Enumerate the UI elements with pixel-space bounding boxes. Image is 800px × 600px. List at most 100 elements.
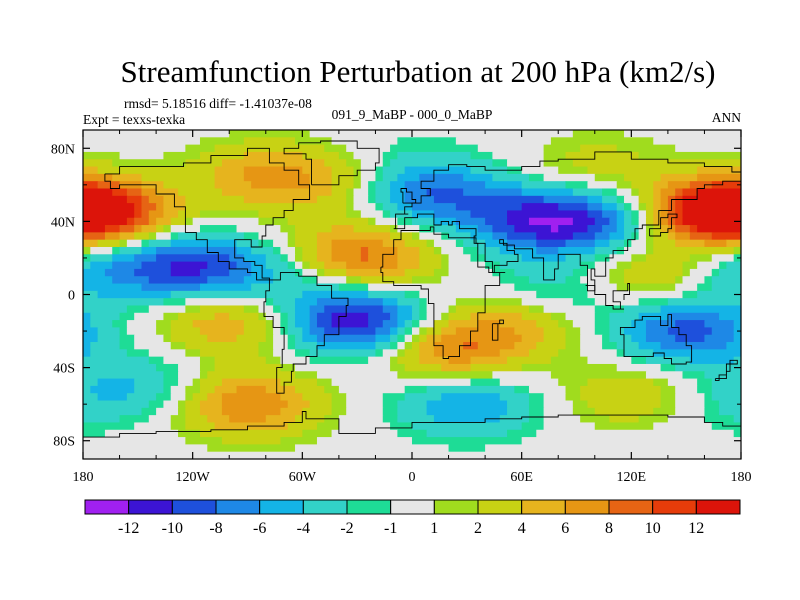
field-cell: [528, 217, 574, 226]
field-cell: [302, 327, 311, 336]
colorbar-label: 12: [688, 520, 704, 537]
field-cell: [295, 320, 311, 328]
field-cell: [477, 342, 515, 350]
field-cell: [170, 232, 179, 241]
field-cell: [565, 181, 589, 190]
field-cell: [572, 188, 603, 197]
field-cell: [236, 385, 267, 394]
field-cell: [163, 225, 172, 233]
field-cell: [280, 437, 318, 445]
field-cell: [368, 188, 377, 197]
field-cell: [587, 181, 618, 190]
field-cell: [711, 268, 720, 277]
field-cell: [83, 276, 113, 285]
field-cell: [412, 305, 420, 314]
field-cell: [660, 393, 676, 402]
field-cell: [331, 393, 347, 402]
field-cell: [653, 422, 713, 431]
field-cell: [265, 261, 289, 270]
field-cell: [83, 144, 186, 153]
field-cell: [287, 327, 303, 336]
field-cell: [682, 195, 741, 204]
field-cell: [697, 385, 713, 394]
field-cell: [514, 225, 552, 233]
field-cell: [631, 181, 654, 190]
coastline: [714, 359, 738, 381]
field-cell: [390, 327, 398, 336]
field-cell: [324, 261, 347, 270]
field-cell: [675, 385, 698, 394]
field-cell: [163, 400, 179, 409]
field-cell: [572, 407, 596, 416]
x-tick-label: 120E: [617, 470, 647, 485]
colorbar-label: 10: [645, 520, 661, 537]
field-cell: [199, 400, 223, 409]
field-cell: [390, 144, 479, 153]
field-cell: [302, 151, 340, 160]
field-cell: [609, 276, 625, 285]
field-cell: [214, 181, 252, 190]
field-cell: [331, 312, 369, 321]
field-cell: [83, 290, 99, 299]
field-cell: [338, 415, 384, 424]
field-cell: [616, 195, 625, 204]
field-cell: [156, 246, 238, 255]
field-cell: [726, 239, 741, 248]
field-cell: [331, 320, 369, 328]
field-cell: [470, 312, 523, 321]
field-cell: [390, 159, 494, 168]
field-cell: [638, 210, 647, 219]
field-cell: [302, 276, 318, 285]
field-cell: [163, 334, 172, 343]
field-cell: [134, 334, 165, 343]
field-cell: [616, 181, 632, 190]
field-cell: [295, 349, 311, 358]
field-cell: [470, 210, 508, 219]
field-cell: [368, 312, 391, 321]
field-cell: [397, 371, 494, 380]
field-cell: [360, 181, 369, 190]
field-cell: [397, 261, 420, 270]
colorbar-swatch: [652, 499, 697, 515]
field-cell: [733, 334, 741, 343]
field-cell: [565, 276, 581, 285]
field-cell: [134, 342, 172, 350]
field-cell: [682, 276, 706, 285]
field-cell: [375, 195, 391, 204]
field-cell: [675, 239, 706, 248]
field-cell: [719, 268, 741, 277]
colorbar-swatch: [128, 499, 173, 515]
field-cell: [587, 400, 662, 409]
field-cell: [536, 239, 567, 248]
field-cell: [199, 349, 260, 358]
colorbar-label: 6: [561, 520, 569, 537]
field-cell: [163, 385, 172, 394]
field-cell: [624, 173, 662, 182]
field-cell: [83, 268, 106, 277]
field-cell: [163, 151, 201, 160]
field-cell: [163, 356, 201, 365]
field-cell: [287, 239, 296, 248]
field-cell: [258, 239, 274, 248]
field-cell: [170, 393, 186, 402]
field-cell: [397, 349, 406, 358]
field-cell: [485, 444, 741, 453]
field-cell: [119, 232, 135, 241]
field-cell: [528, 415, 545, 424]
field-cell: [704, 400, 720, 409]
field-cell: [368, 356, 391, 365]
field-cell: [660, 305, 741, 314]
field-cell: [660, 188, 676, 197]
field-cell: [682, 290, 698, 299]
field-cell: [280, 407, 303, 416]
field-cell: [550, 312, 567, 321]
field-cell: [645, 210, 654, 219]
field-cell: [470, 356, 508, 365]
field-cell: [660, 173, 698, 182]
field-cell: [243, 173, 311, 182]
field-cell: [426, 429, 508, 438]
field-cell: [134, 210, 143, 219]
field-cell: [448, 232, 472, 241]
field-cell: [426, 298, 457, 307]
field-cell: [521, 298, 574, 307]
